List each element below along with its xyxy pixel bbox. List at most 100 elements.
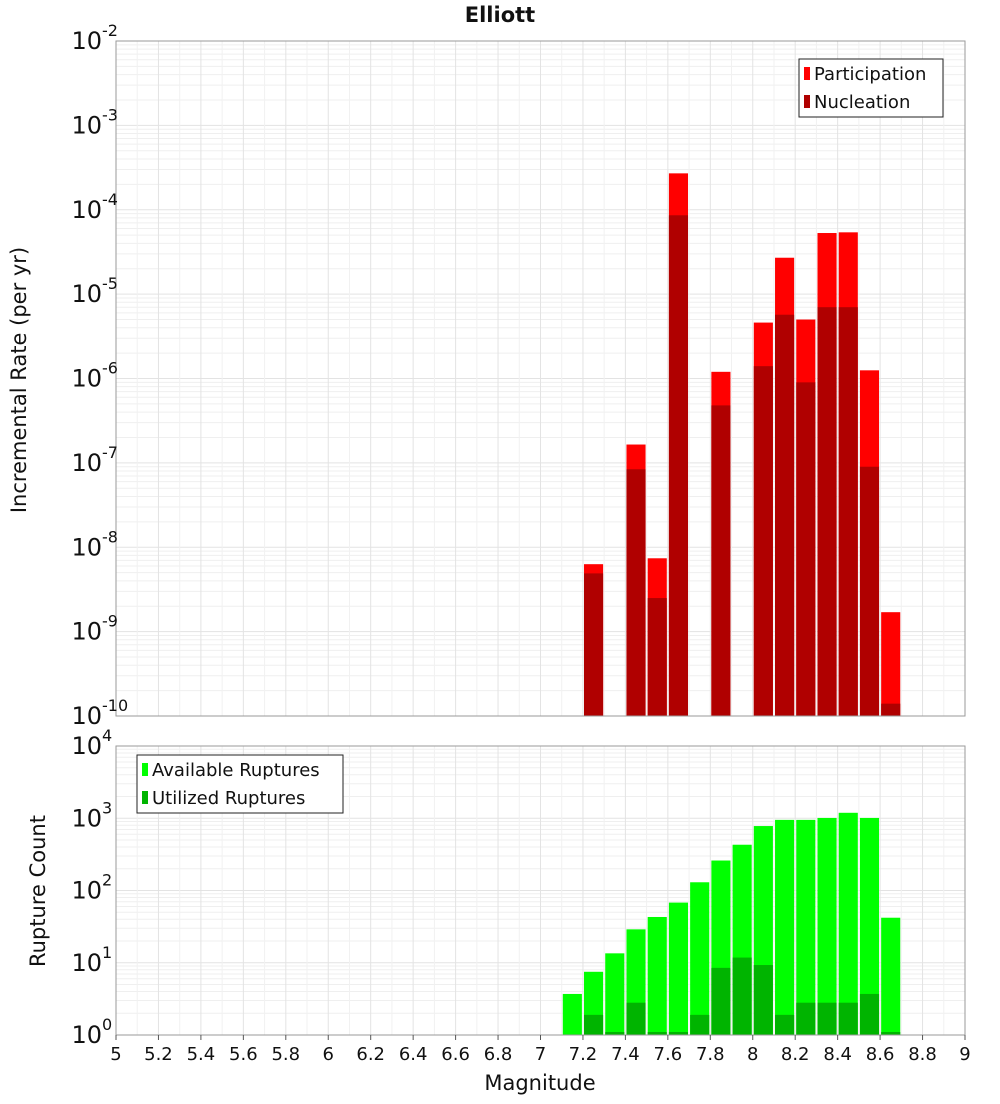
- rate-y-tick-label: 10: [71, 111, 102, 139]
- count-bar-utilized: [584, 1014, 604, 1035]
- x-tick-label: 6.4: [399, 1044, 428, 1065]
- x-tick-label: 6.2: [356, 1044, 385, 1065]
- x-tick-label: 5: [110, 1044, 121, 1065]
- count-legend-label: Available Ruptures: [152, 760, 320, 781]
- count-bar-available: [690, 882, 710, 1035]
- count-bar-utilized: [690, 1014, 710, 1035]
- count-bar-available: [668, 902, 689, 1035]
- rate-bar-nucleation: [711, 405, 731, 716]
- x-tick-label: 5.6: [229, 1044, 258, 1065]
- count-bar-utilized: [753, 965, 773, 1035]
- rate-y-tick-label: 10: [71, 702, 102, 730]
- rate-legend-box: [798, 58, 944, 118]
- count-bar-utilized: [711, 967, 731, 1035]
- count-bar-utilized: [605, 1032, 625, 1035]
- x-tick-label: 8.8: [908, 1044, 937, 1065]
- rate-y-tick-label: 10: [71, 280, 102, 308]
- rate-bar-nucleation: [881, 703, 901, 716]
- x-tick-label: 7.2: [569, 1044, 598, 1065]
- rate-y-tick-exponent: -2: [102, 21, 118, 40]
- count-y-axis-label: Rupture Count: [26, 815, 50, 967]
- count-bar-available: [817, 817, 837, 1035]
- rate-y-tick-label: 10: [71, 449, 102, 477]
- rate-legend-label: Participation: [814, 64, 926, 85]
- rate-y-tick-label: 10: [71, 533, 102, 561]
- count-bar-available: [838, 812, 858, 1035]
- rate-bar-nucleation: [626, 469, 646, 716]
- rate-bar-nucleation: [859, 466, 880, 716]
- x-tick-label: 8.4: [823, 1044, 852, 1065]
- x-tick-label: 6.8: [484, 1044, 513, 1065]
- count-bar-utilized: [626, 1002, 646, 1035]
- count-bar-utilized: [838, 1002, 858, 1035]
- count-legend-label: Utilized Ruptures: [152, 788, 305, 809]
- rate-y-tick-exponent: -8: [102, 527, 118, 546]
- count-y-tick-exponent: 2: [102, 871, 112, 890]
- x-tick-label: 7.8: [696, 1044, 725, 1065]
- rate-bar-nucleation: [584, 573, 604, 716]
- count-bar-utilized: [859, 993, 880, 1035]
- rate-y-tick-label: 10: [71, 365, 102, 393]
- count-y-tick-exponent: 4: [102, 726, 112, 745]
- count-legend-swatch: [142, 763, 148, 776]
- rate-legend-swatch: [804, 67, 810, 80]
- rate-y-tick-label: 10: [71, 618, 102, 646]
- rate-y-tick-exponent: -9: [102, 612, 118, 631]
- rate-y-tick-exponent: -4: [102, 190, 118, 209]
- count-bar-available: [775, 819, 795, 1035]
- rate-legend-swatch: [804, 95, 810, 108]
- count-bar-utilized: [775, 1014, 795, 1035]
- x-tick-label: 6: [323, 1044, 334, 1065]
- rate-y-tick-label: 10: [71, 196, 102, 224]
- rate-bar-nucleation: [775, 314, 795, 716]
- rate-bar-nucleation: [796, 382, 816, 716]
- rate-y-tick-exponent: -10: [102, 696, 128, 715]
- count-y-tick-label: 10: [71, 877, 102, 905]
- count-y-tick-label: 10: [71, 949, 102, 977]
- x-tick-label: 8: [747, 1044, 758, 1065]
- chart-title: Elliott: [465, 3, 535, 27]
- count-legend-box: [136, 754, 344, 814]
- x-tick-label: 5.4: [187, 1044, 216, 1065]
- x-tick-label: 5.2: [144, 1044, 173, 1065]
- rate-bar-nucleation: [753, 366, 773, 716]
- rate-y-tick-exponent: -5: [102, 274, 118, 293]
- rate-y-tick-label: 10: [71, 27, 102, 55]
- count-y-tick-label: 10: [71, 732, 102, 760]
- rate-bar-nucleation: [838, 307, 858, 716]
- count-bar-available: [796, 819, 816, 1035]
- count-bar-available: [859, 817, 880, 1035]
- x-tick-label: 6.6: [441, 1044, 470, 1065]
- count-y-tick-label: 10: [71, 1021, 102, 1049]
- x-tick-label: 7.4: [611, 1044, 640, 1065]
- rate-y-tick-exponent: -7: [102, 443, 118, 462]
- count-bar-utilized: [732, 957, 752, 1035]
- rate-bar-nucleation: [817, 307, 837, 716]
- rate-y-axis-label: Incremental Rate (per yr): [7, 247, 31, 513]
- count-bar-utilized: [647, 1032, 667, 1035]
- count-bar-available: [647, 916, 667, 1035]
- count-y-tick-exponent: 1: [102, 943, 112, 962]
- count-bar-available: [562, 993, 582, 1035]
- count-bar-utilized: [668, 1032, 689, 1035]
- count-bar-available: [605, 953, 625, 1035]
- rate-bar-nucleation: [647, 598, 667, 716]
- x-tick-label: 8.2: [781, 1044, 810, 1065]
- count-bar-utilized: [796, 1002, 816, 1035]
- count-y-tick-label: 10: [71, 804, 102, 832]
- x-tick-label: 7: [535, 1044, 546, 1065]
- x-tick-label: 5.8: [271, 1044, 300, 1065]
- rate-plot-frame: [115, 40, 966, 717]
- count-y-tick-exponent: 0: [102, 1015, 112, 1034]
- rate-y-tick-exponent: -6: [102, 359, 118, 378]
- rate-legend-label: Nucleation: [814, 92, 910, 113]
- count-bar-available: [881, 917, 901, 1035]
- count-bar-utilized: [881, 1032, 901, 1035]
- x-tick-label: 7.6: [654, 1044, 683, 1065]
- x-tick-label: 8.6: [866, 1044, 895, 1065]
- count-y-tick-exponent: 3: [102, 798, 112, 817]
- x-axis-label: Magnitude: [484, 1071, 595, 1095]
- count-bar-utilized: [817, 1002, 837, 1035]
